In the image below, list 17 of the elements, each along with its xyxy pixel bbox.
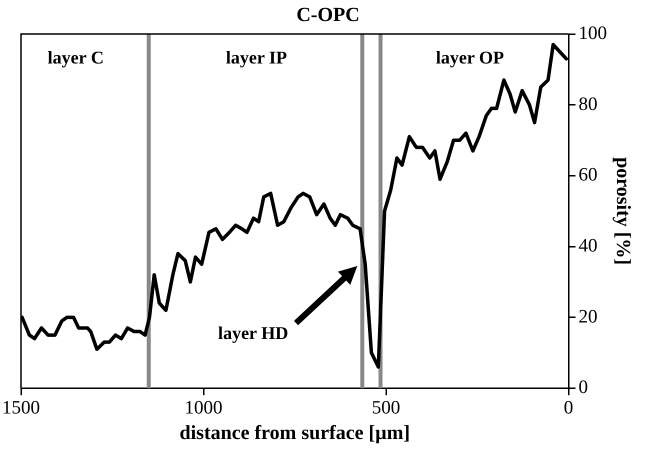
y-tick-label: 100 xyxy=(578,22,607,44)
x-tick-label: 500 xyxy=(372,398,400,419)
annotation: layer C xyxy=(48,47,104,68)
annotation: layer HD xyxy=(218,323,288,344)
x-tick-label: 1000 xyxy=(184,398,222,419)
y-tick-label: 80 xyxy=(578,94,598,115)
annotation: layer IP xyxy=(226,47,288,68)
y-tick-label: 40 xyxy=(578,236,598,257)
y-axis-title: porosity [%] xyxy=(612,157,634,266)
x-axis-title: distance from surface [µm] xyxy=(179,422,410,444)
x-tick-label: 0 xyxy=(564,398,574,419)
y-tick-label: 0 xyxy=(578,377,588,398)
y-tick-label: 20 xyxy=(578,306,598,328)
y-tick-label: 60 xyxy=(578,164,598,186)
chart-title: C-OPC xyxy=(296,4,360,26)
x-tick-label: 1500 xyxy=(2,398,40,419)
annotation: layer OP xyxy=(436,47,504,68)
